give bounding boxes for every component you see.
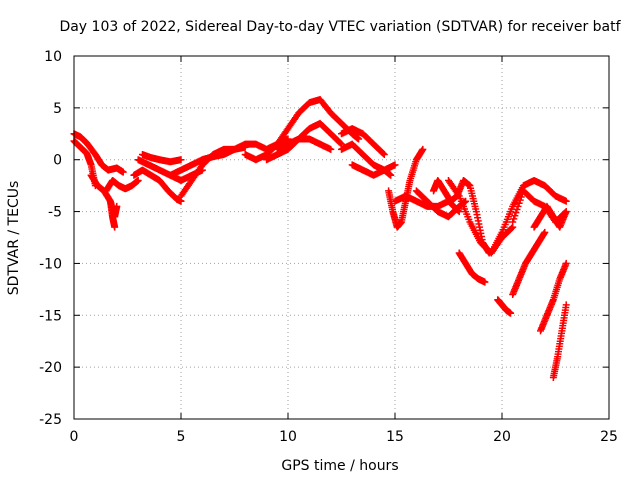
series-arc-5: [106, 197, 119, 231]
data-point: [509, 218, 517, 226]
series-arc-4: [102, 176, 142, 195]
series-arc-30: [549, 301, 570, 382]
data-point: [111, 223, 119, 231]
series-arc-24: [494, 296, 515, 317]
series-arc-8: [138, 151, 185, 166]
series-arc-14: [273, 135, 335, 153]
chart-title: Day 103 of 2022, Sidereal Day-to-day VTE…: [59, 19, 621, 35]
data-point: [541, 228, 549, 236]
data-point: [387, 171, 395, 179]
data-point: [481, 278, 489, 286]
grid: [74, 56, 609, 419]
y-tick-label: 10: [44, 49, 62, 65]
data-point: [512, 209, 520, 217]
series-arc-21: [430, 176, 493, 257]
data-point: [327, 145, 335, 153]
data-point: [562, 208, 570, 216]
x-tick-label: 10: [279, 429, 297, 445]
data-point: [380, 151, 388, 159]
data-point: [562, 259, 570, 267]
series-arc-9: [177, 143, 249, 200]
data-point: [517, 193, 525, 201]
y-axis-label: SDTVAR / TECUs: [6, 181, 22, 296]
data-point: [419, 145, 427, 153]
series-arc-6: [130, 166, 185, 205]
x-axis-label: GPS time / hours: [281, 458, 398, 474]
y-tick-label: -5: [48, 205, 62, 221]
data-point: [510, 215, 518, 223]
series-arc-23: [455, 249, 489, 286]
x-tick-label: 15: [386, 429, 404, 445]
data-point: [514, 202, 522, 210]
series-arc-28: [530, 202, 570, 231]
x-tick-label: 25: [600, 429, 618, 445]
series-arc-18: [385, 145, 427, 231]
y-tick-label: -10: [39, 256, 62, 272]
series-arc-1: [70, 130, 127, 176]
data-point: [562, 197, 570, 205]
series-arc-17: [348, 161, 399, 179]
y-tick-label: 0: [53, 153, 62, 169]
data-point: [515, 199, 523, 207]
data-point: [507, 309, 515, 317]
x-tick-label: 20: [493, 429, 511, 445]
y-tick-label: 5: [53, 101, 62, 117]
data-point: [379, 149, 387, 157]
series-arc-25: [487, 176, 570, 257]
data-point: [336, 139, 344, 147]
data-point: [177, 156, 185, 164]
x-tick-label: 5: [177, 429, 186, 445]
data-point: [355, 135, 363, 143]
x-tick-label: 0: [70, 429, 79, 445]
data-point: [391, 161, 399, 169]
data-points: [70, 96, 570, 382]
data-point: [454, 190, 462, 198]
axis-ticks: 0 5 10 15 20 25 10 5 0 -5 -10 -15 -20 -25: [39, 49, 618, 445]
series-arc-16: [338, 125, 388, 159]
series-arc-29: [537, 259, 570, 335]
plot-frame: [73, 55, 610, 420]
data-point: [513, 205, 521, 213]
series-arc-27: [509, 228, 549, 299]
y-tick-label: -20: [39, 360, 62, 376]
y-tick-label: -15: [39, 308, 62, 324]
data-point: [508, 224, 516, 232]
data-point: [562, 301, 570, 309]
data-point: [516, 196, 524, 204]
data-point: [511, 212, 519, 220]
y-tick-label: -25: [39, 412, 62, 428]
data-point: [119, 168, 127, 176]
data-point: [134, 176, 142, 184]
